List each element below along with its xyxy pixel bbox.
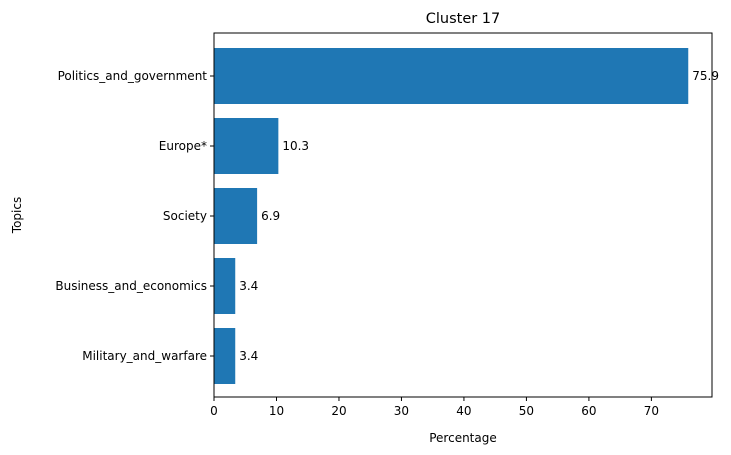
chart-title: Cluster 17 — [426, 11, 501, 27]
y-tick-label: Business_and_economics — [55, 279, 207, 293]
y-tick-label: Society — [163, 209, 207, 223]
x-tick-label: 30 — [394, 404, 409, 418]
bar-value-label: 6.9 — [261, 209, 280, 223]
x-tick-label: 0 — [210, 404, 218, 418]
bar-value-label: 3.4 — [239, 349, 258, 363]
bar-value-label: 75.9 — [692, 69, 719, 83]
x-tick-label: 20 — [331, 404, 346, 418]
x-axis-label: Percentage — [429, 431, 497, 445]
y-tick-label: Military_and_warfare — [82, 349, 207, 363]
bar-value-label: 3.4 — [239, 279, 258, 293]
y-tick-label: Politics_and_government — [58, 69, 208, 83]
bar — [214, 328, 236, 384]
plot-frame — [213, 32, 713, 398]
x-tick-label: 50 — [519, 404, 534, 418]
bar — [214, 118, 279, 174]
bar — [214, 48, 689, 104]
x-tick-label: 70 — [644, 404, 659, 418]
bar — [214, 188, 258, 244]
x-tick-label: 10 — [269, 404, 284, 418]
y-axis-label: Topics — [10, 197, 24, 234]
x-tick-label: 40 — [456, 404, 471, 418]
bar-value-label: 10.3 — [282, 139, 309, 153]
x-tick-label: 60 — [581, 404, 596, 418]
y-tick-label: Europe* — [159, 139, 207, 153]
bar — [214, 258, 236, 314]
